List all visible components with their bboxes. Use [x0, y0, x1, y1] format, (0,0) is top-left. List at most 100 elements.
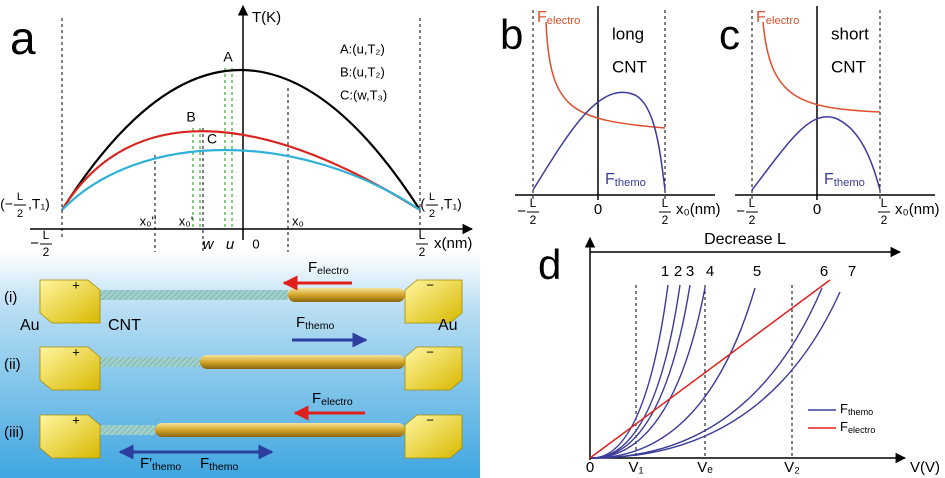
fraction-open: (: [420, 196, 425, 212]
fraction-numerator: L: [749, 196, 756, 210]
row-label: (i): [4, 289, 17, 306]
cnt-bare: [92, 357, 200, 367]
force-subscript: electro: [547, 15, 581, 27]
x-tick-label: V₂: [784, 459, 800, 476]
fraction-open: (−: [0, 196, 13, 212]
point-label: C: [207, 131, 217, 147]
fraction-denominator: 2: [419, 245, 426, 259]
force-label: Felectro: [308, 259, 349, 277]
row-label: (ii): [4, 356, 21, 373]
electrode-label: Au: [20, 317, 40, 334]
polarity: −: [426, 412, 434, 427]
force-symbol: F: [312, 390, 321, 407]
note: CNT: [831, 57, 866, 76]
curve-label: 3: [686, 263, 694, 280]
note: CNT: [612, 57, 647, 76]
force-subscript: themo: [615, 177, 646, 189]
fraction-close: ,T₁): [28, 196, 50, 212]
polarity: −: [426, 277, 434, 292]
force-subscript: themo: [152, 461, 181, 473]
note: short: [831, 24, 869, 43]
fraction-numerator: L: [530, 196, 537, 210]
force-label: Fthemo: [605, 171, 646, 189]
force-label: Fthemo: [200, 455, 239, 473]
force-label: Fthemo: [296, 314, 335, 332]
force-label: Felectro: [537, 9, 580, 27]
force-label: Fthemo: [824, 171, 865, 189]
force-subscript: electro: [766, 15, 800, 27]
force-subscript: themo: [209, 461, 238, 473]
panel-label: d: [538, 241, 561, 288]
polarity: +: [72, 412, 80, 427]
force-subscript: electro: [848, 425, 875, 435]
electrode: [39, 279, 101, 324]
force-subscript: themo: [834, 177, 865, 189]
cnt-bare: [92, 290, 288, 300]
panel-label: b: [500, 11, 523, 58]
force-label: Felectro: [840, 419, 875, 435]
position-label: x₀: [292, 213, 304, 228]
electrode: [404, 346, 463, 391]
key-entry: B:(u,T₂): [340, 64, 385, 79]
fraction-denominator: 2: [17, 208, 23, 220]
force-subscript: electro: [317, 265, 349, 277]
row-label: (iii): [4, 424, 24, 441]
panel-bcd-axes: [515, 6, 935, 464]
force-symbol: F: [605, 171, 615, 188]
force-subscript: themo: [305, 320, 334, 332]
electrode-label: Au: [438, 317, 458, 334]
fraction-numerator: L: [662, 196, 669, 210]
polarity: +: [72, 277, 80, 292]
force-symbol: F: [296, 314, 305, 331]
fraction-denominator: 2: [662, 213, 669, 227]
panel-a-plot: [30, 4, 474, 470]
curve-label: 5: [753, 263, 761, 280]
fraction-denominator: 2: [749, 213, 756, 227]
cnt-coated: [155, 423, 405, 437]
axis-title: x₀(nm): [895, 201, 940, 218]
electrode: [404, 414, 463, 459]
note: long: [612, 24, 644, 43]
x-tick-label: 0: [586, 459, 594, 476]
polarity: −: [426, 344, 434, 359]
axis-title: x(nm): [434, 235, 472, 252]
force-subscript: themo: [848, 407, 873, 417]
fraction-numerator: L: [17, 191, 23, 203]
tube-label: CNT: [108, 317, 141, 334]
fraction-sign: −: [517, 203, 526, 220]
x-tick-label: 0: [594, 201, 602, 218]
curve-label: 1: [661, 263, 669, 280]
axis-title: x₀(nm): [676, 201, 721, 218]
fraction-sign: −: [30, 235, 39, 252]
force-symbol: F: [756, 9, 766, 26]
electrode: [404, 279, 463, 324]
fraction-numerator: L: [881, 196, 888, 210]
curve-label: 7: [848, 263, 856, 280]
curve-label: 6: [820, 263, 828, 280]
electrode: [39, 414, 101, 459]
key-entry: C:(w,T₃): [340, 87, 387, 102]
fraction-denominator: 2: [881, 213, 888, 227]
position-label: w: [203, 236, 215, 253]
cnt-coated: [200, 355, 405, 369]
x-tick-label: Vₑ: [697, 459, 713, 476]
force-subscript: electro: [321, 396, 353, 408]
electrode: [39, 346, 101, 391]
force-symbol: F: [200, 455, 209, 472]
position-label: 0: [252, 236, 259, 251]
x-tick-label: V₁: [628, 459, 643, 476]
fraction-denominator: 2: [530, 213, 537, 227]
fraction-numerator: L: [43, 228, 50, 242]
force-symbol: F: [824, 171, 834, 188]
position-label: x₀': [179, 213, 193, 228]
force-label: Fthemo: [840, 401, 873, 417]
point-label: A: [223, 49, 233, 65]
panel-label: a: [10, 12, 36, 64]
force-label: F'themo: [140, 455, 181, 473]
axis-title: V(V): [910, 459, 940, 476]
polarity: +: [72, 344, 80, 359]
axis-title: T(K): [252, 9, 281, 26]
force-symbol: F: [308, 259, 317, 276]
fraction-numerator: L: [429, 191, 435, 203]
force-label: Felectro: [756, 9, 799, 27]
